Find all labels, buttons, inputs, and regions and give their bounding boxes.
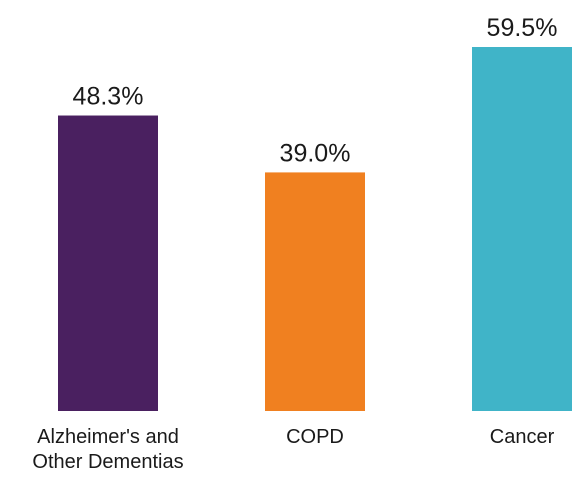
bars — [58, 47, 572, 412]
data-label-0: 48.3% — [73, 83, 144, 111]
category-label-line: Alzheimer's and — [37, 426, 179, 448]
category-labels: Alzheimer's and Other Dementias COPD Cancer — [32, 426, 554, 473]
category-label-2: Cancer — [490, 426, 555, 448]
category-label-0: Alzheimer's and Other Dementias — [32, 426, 183, 473]
category-label-line: COPD — [286, 426, 344, 448]
bar-1 — [265, 172, 365, 411]
data-label-2: 59.5% — [487, 14, 558, 42]
data-labels: 48.3% 39.0% 59.5% — [73, 14, 558, 167]
data-label-1: 39.0% — [280, 139, 351, 167]
bar-0 — [58, 115, 158, 412]
category-label-1: COPD — [286, 426, 344, 448]
bar-2 — [472, 47, 572, 411]
category-label-line: Cancer — [490, 426, 555, 448]
category-label-line: Other Dementias — [32, 451, 183, 473]
